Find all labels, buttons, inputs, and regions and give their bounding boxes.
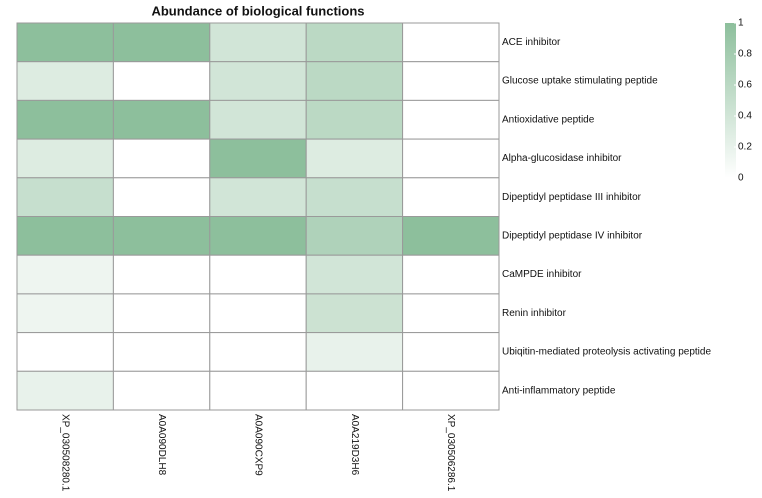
row-label: Dipeptidyl peptidase III inhibitor bbox=[502, 192, 642, 203]
heat-cell bbox=[402, 293, 500, 334]
colorbar bbox=[725, 23, 736, 178]
heat-cell bbox=[402, 254, 500, 295]
heat-cell bbox=[209, 370, 307, 411]
heat-cell bbox=[112, 216, 211, 256]
heat-cell bbox=[209, 61, 307, 101]
column-label: A0A090DLH8 bbox=[156, 414, 167, 476]
colorbar-tick-label: 0.2 bbox=[738, 142, 752, 153]
heat-cell bbox=[209, 216, 307, 256]
heat-cell bbox=[305, 99, 404, 140]
heat-cell bbox=[402, 216, 500, 256]
heat-cell bbox=[209, 99, 307, 140]
heat-cell bbox=[209, 293, 307, 334]
heat-cell bbox=[209, 22, 307, 63]
heat-cell bbox=[112, 370, 211, 411]
row-label: ACE inhibitor bbox=[502, 37, 561, 48]
column-label: A0A219D3H6 bbox=[349, 414, 360, 476]
heat-cell bbox=[305, 332, 404, 372]
heat-cell bbox=[305, 293, 404, 334]
heat-cell bbox=[16, 254, 114, 295]
heat-cell bbox=[16, 61, 114, 101]
heat-cell bbox=[112, 254, 211, 295]
heat-cell bbox=[402, 138, 500, 179]
heat-cell bbox=[402, 22, 500, 63]
heat-cell bbox=[209, 177, 307, 218]
heat-cell bbox=[305, 177, 404, 218]
heat-cell bbox=[305, 370, 404, 411]
heat-cell bbox=[305, 138, 404, 179]
heat-cell bbox=[402, 61, 500, 101]
row-label: Glucose uptake stimulating peptide bbox=[502, 76, 658, 87]
row-label: Alpha-glucosidase inhibitor bbox=[502, 153, 622, 164]
heat-cell bbox=[112, 61, 211, 101]
colorbar-tick-label: 0.8 bbox=[738, 49, 752, 60]
colorbar-tick-label: 0.4 bbox=[738, 111, 752, 122]
heat-cell bbox=[16, 216, 114, 256]
colorbar-tick-label: 0 bbox=[738, 173, 744, 184]
column-label: XP_030508280.1 bbox=[60, 414, 71, 492]
heat-cell bbox=[16, 22, 114, 63]
colorbar-tick-label: 1 bbox=[738, 18, 744, 29]
heat-cell bbox=[16, 99, 114, 140]
heat-cell bbox=[16, 138, 114, 179]
column-label: A0A090CXP9 bbox=[252, 414, 263, 476]
heat-cell bbox=[112, 138, 211, 179]
heat-cell bbox=[112, 177, 211, 218]
heat-cell bbox=[305, 254, 404, 295]
row-label: Antioxidative peptide bbox=[502, 114, 595, 125]
heat-cell bbox=[209, 254, 307, 295]
heat-cell bbox=[305, 216, 404, 256]
heat-cell bbox=[112, 293, 211, 334]
heat-cell bbox=[112, 332, 211, 372]
chart-title: Abundance of biological functions bbox=[151, 3, 364, 18]
heat-cell bbox=[16, 177, 114, 218]
heat-cell bbox=[112, 22, 211, 63]
heat-cell bbox=[402, 370, 500, 411]
heat-cell bbox=[402, 99, 500, 140]
heat-cell bbox=[402, 177, 500, 218]
heat-cell bbox=[16, 332, 114, 372]
row-label: Dipeptidyl peptidase IV inhibitor bbox=[502, 230, 643, 241]
column-label: XP_030506286.1 bbox=[445, 414, 456, 492]
heat-cell bbox=[112, 99, 211, 140]
heat-cell bbox=[16, 370, 114, 411]
heat-cell bbox=[16, 293, 114, 334]
heat-cell bbox=[209, 138, 307, 179]
heat-cell bbox=[402, 332, 500, 372]
heat-cell bbox=[209, 332, 307, 372]
row-label: Renin inhibitor bbox=[502, 308, 567, 319]
colorbar-tick-label: 0.6 bbox=[738, 80, 752, 91]
heat-cell bbox=[305, 61, 404, 101]
row-label: Ubiqitin-mediated proteolysis activating… bbox=[502, 347, 711, 358]
row-label: CaMPDE inhibitor bbox=[502, 269, 582, 280]
row-label: Anti-inflammatory peptide bbox=[502, 385, 616, 396]
heat-cell bbox=[305, 22, 404, 63]
